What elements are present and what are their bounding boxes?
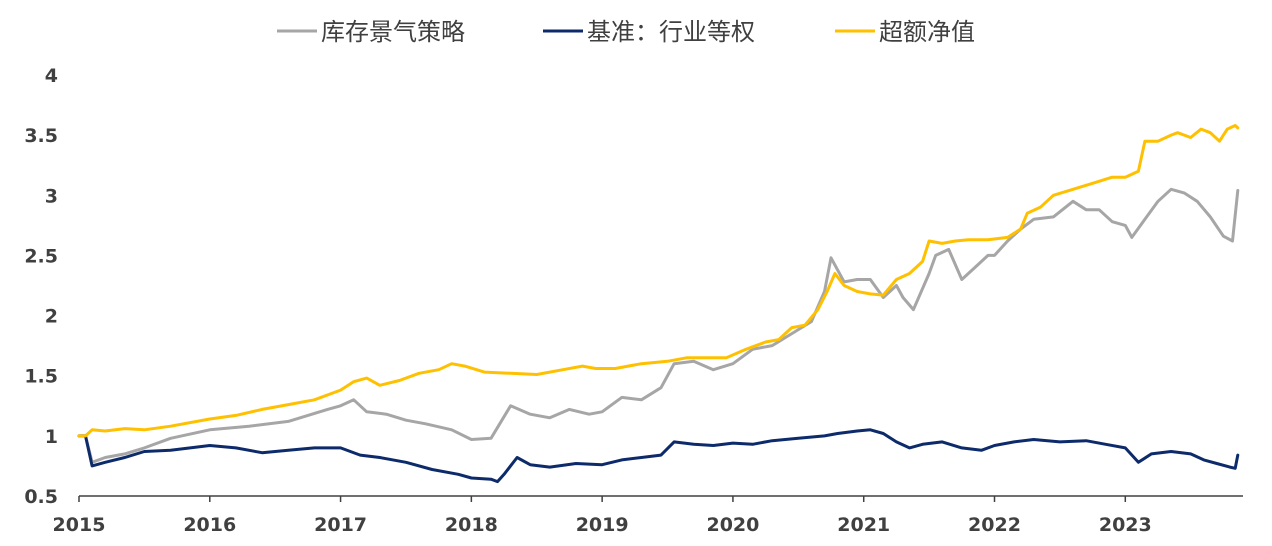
legend-item-benchmark: 基准：行业等权 [543, 18, 755, 46]
legend: 库存景气策略 基准：行业等权 超额净值 [277, 18, 975, 46]
y-tick-label: 3 [45, 185, 58, 207]
legend-label: 超额净值 [879, 18, 975, 46]
y-axis: 0.5 1 1.5 2 2.5 3 3.5 4 [24, 65, 58, 508]
x-tick-label: 2019 [576, 514, 629, 536]
x-tick-label: 2017 [314, 514, 367, 536]
x-tick-label: 2016 [183, 514, 236, 536]
legend-item-excess-nav: 超额净值 [835, 18, 975, 46]
y-tick-label: 3.5 [24, 125, 58, 147]
y-tick-label: 2.5 [24, 245, 58, 267]
series-line-excess-nav [77, 124, 1240, 438]
x-tick-label: 2020 [706, 514, 759, 536]
y-tick-label: 2 [45, 306, 58, 328]
x-tick-label: 2022 [968, 514, 1021, 536]
legend-item-inventory-strategy: 库存景气策略 [277, 18, 465, 46]
y-tick-label: 1 [45, 426, 58, 448]
x-tick-label: 2015 [53, 514, 106, 536]
y-tick-label: 4 [45, 65, 58, 87]
series-layer [77, 124, 1240, 484]
y-tick-label: 1.5 [24, 366, 58, 388]
series-line-inventory-strategy [77, 187, 1240, 464]
legend-label: 库存景气策略 [321, 18, 465, 46]
x-tick-label: 2018 [445, 514, 498, 536]
series-line-benchmark [77, 428, 1240, 484]
legend-label: 基准：行业等权 [587, 18, 755, 46]
x-tick-label: 2023 [1099, 514, 1152, 536]
x-tick-label: 2021 [837, 514, 890, 536]
y-tick-label: 0.5 [24, 486, 58, 508]
x-axis: 2015 2016 2017 2018 2019 2020 2021 2022 2023 [53, 495, 1243, 536]
